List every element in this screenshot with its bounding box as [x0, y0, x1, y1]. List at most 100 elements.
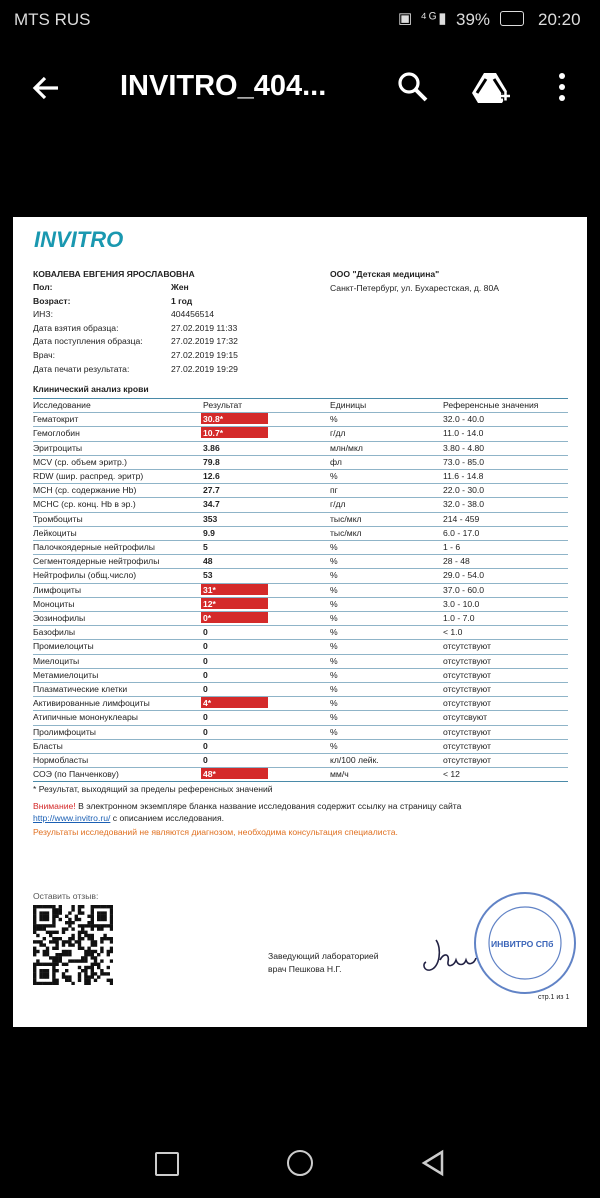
table-cell: 0	[203, 641, 208, 652]
info-value: Жен	[171, 282, 189, 292]
qr-module	[81, 946, 85, 950]
qr-module	[45, 914, 50, 918]
qr-module	[52, 937, 56, 941]
table-cell: отсутсвуют	[443, 712, 488, 723]
qr-module	[68, 924, 72, 928]
table-cell: 0	[203, 740, 208, 751]
table-cell: %	[330, 471, 338, 481]
qr-module	[39, 940, 43, 944]
table-cell: Палочкоядерные нейтрофилы	[33, 542, 155, 552]
table-cell: 11.6 - 14.8	[443, 471, 484, 481]
qr-module	[33, 972, 37, 976]
qr-module	[100, 969, 104, 973]
back-nav-button[interactable]	[420, 1149, 446, 1177]
qr-module	[81, 924, 85, 928]
qr-module	[100, 972, 104, 976]
qr-module	[93, 943, 98, 947]
qr-module	[106, 953, 110, 957]
qr-module	[55, 943, 59, 947]
qr-module	[103, 911, 107, 915]
home-button[interactable]	[287, 1150, 313, 1176]
table-cell: MCHC (ср. конц. Hb в эр.)	[33, 499, 136, 510]
qr-module	[33, 930, 37, 934]
table-cell: отсутствуют	[443, 669, 491, 680]
qr-module	[90, 962, 94, 966]
qr-module	[39, 969, 43, 973]
qr-module	[42, 981, 46, 985]
table-cell: Эозинофилы	[33, 613, 86, 623]
result-highlight	[201, 768, 268, 780]
qr-module	[90, 921, 94, 925]
search-button[interactable]	[396, 70, 430, 104]
qr-module	[90, 917, 94, 922]
table-cell: отсутствуют	[443, 726, 491, 737]
table-line	[33, 724, 568, 726]
qr-module	[68, 921, 72, 925]
qr-module	[103, 905, 107, 909]
qr-module	[84, 969, 88, 973]
qr-module	[109, 921, 113, 925]
qr-module	[61, 949, 66, 954]
qr-module	[52, 956, 56, 960]
table-cell: Моноциты	[33, 598, 75, 609]
qr-module	[42, 917, 46, 922]
qr-module	[33, 940, 37, 944]
document-page: INVITRO КОВАЛЕВА ЕВГЕНИЯ ЯРОСЛАВОВНА ООО…	[13, 217, 587, 1027]
qr-module	[52, 981, 56, 985]
qr-module	[68, 937, 72, 941]
status-icons: ▣ ⁴ᴳ▮	[398, 10, 449, 27]
table-cell: %	[330, 584, 338, 595]
table-cell: мм/ч	[330, 769, 349, 780]
qr-module	[97, 975, 101, 979]
qr-module	[52, 969, 56, 973]
qr-module	[42, 953, 46, 957]
qr-module	[84, 965, 88, 970]
table-cell: Лимфоциты	[33, 584, 82, 595]
table-line	[33, 639, 568, 641]
signer-name: врач Пешкова Н.Г.	[268, 964, 342, 974]
page-number: стр.1 из 1	[538, 994, 570, 1001]
back-button[interactable]	[30, 72, 62, 104]
qr-module	[68, 911, 72, 915]
qr-module	[103, 933, 107, 938]
table-cell: 12.6	[203, 471, 220, 481]
qr-module	[39, 924, 43, 928]
menu-button[interactable]	[556, 72, 568, 102]
drive-button[interactable]	[472, 70, 512, 106]
qr-code[interactable]	[33, 905, 113, 985]
qr-module	[68, 943, 72, 947]
qr-module	[49, 924, 53, 928]
qr-module	[52, 975, 56, 979]
info-value: 27.02.2019 11:33	[171, 322, 238, 333]
table-cell: пг	[330, 485, 338, 496]
qr-module	[61, 972, 66, 976]
qr-module	[90, 911, 94, 915]
qr-module	[58, 905, 62, 909]
qr-module	[109, 959, 113, 963]
qr-module	[52, 978, 56, 982]
qr-module	[77, 937, 82, 941]
recent-apps-button[interactable]	[155, 1152, 179, 1176]
qr-module	[103, 914, 107, 918]
qr-module	[90, 972, 94, 976]
qr-module	[36, 949, 40, 954]
qr-module	[103, 937, 107, 941]
table-line	[33, 497, 568, 499]
qr-module	[42, 914, 46, 918]
warning-link[interactable]: http://www.invitro.ru/	[33, 813, 111, 823]
qr-module	[33, 981, 37, 985]
table-line	[33, 696, 568, 698]
qr-module	[90, 927, 94, 931]
qr-module	[45, 953, 50, 957]
table-line	[33, 781, 568, 783]
table-cell: Гемоглобин	[33, 428, 80, 439]
table-line	[33, 412, 568, 414]
info-value: 27.02.2019 19:29	[171, 363, 238, 374]
qr-module	[39, 917, 43, 922]
qr-module	[77, 911, 82, 915]
table-cell: 12*	[203, 598, 216, 609]
qr-module	[61, 975, 66, 979]
qr-module	[52, 921, 56, 925]
table-cell: 9.9	[203, 527, 215, 538]
qr-module	[33, 962, 37, 966]
